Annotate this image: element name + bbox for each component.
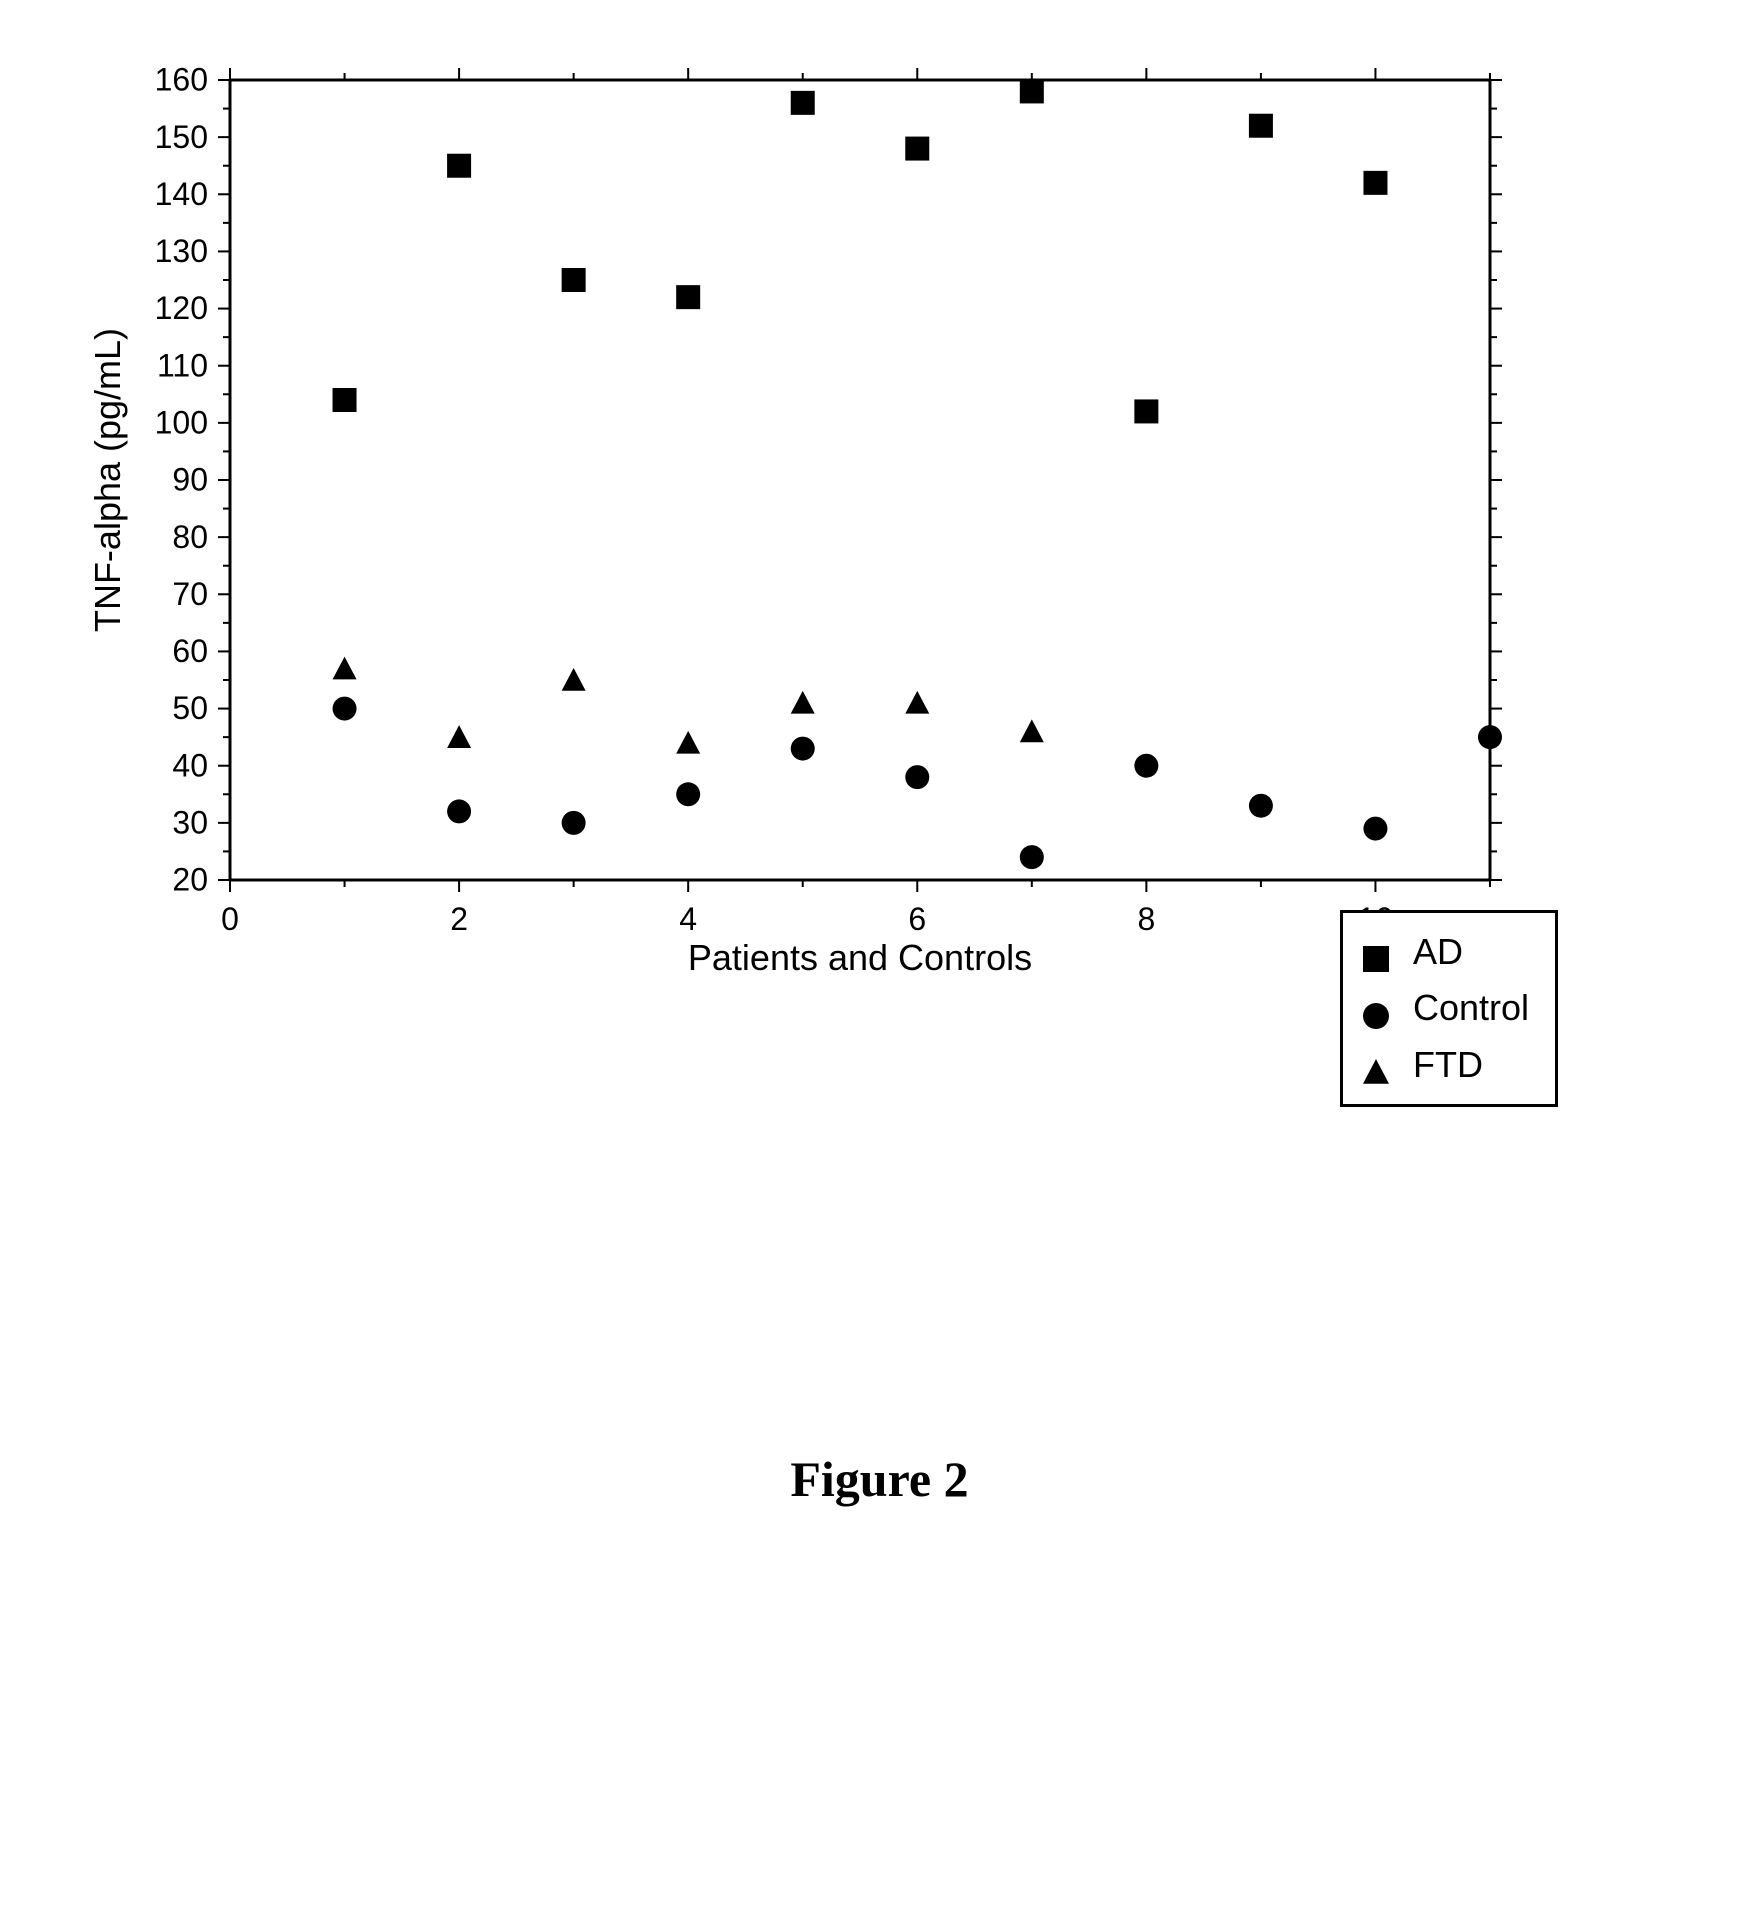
figure-page: 0246810203040506070809010011012013014015… bbox=[0, 0, 1759, 1918]
data-point bbox=[1134, 399, 1158, 423]
y-tick-label: 40 bbox=[172, 747, 208, 783]
data-point bbox=[1020, 79, 1044, 103]
y-tick-label: 120 bbox=[155, 290, 208, 326]
y-tick-label: 100 bbox=[155, 405, 208, 441]
square-icon bbox=[1361, 937, 1391, 967]
data-point bbox=[1134, 754, 1158, 778]
data-point bbox=[791, 691, 815, 714]
y-tick-label: 110 bbox=[157, 347, 208, 383]
y-tick-label: 30 bbox=[172, 805, 208, 841]
y-tick-label: 150 bbox=[155, 119, 208, 155]
y-axis-label: TNF-alpha (pg/mL) bbox=[87, 328, 128, 632]
legend-label: Control bbox=[1413, 983, 1529, 1033]
data-point bbox=[791, 737, 815, 761]
triangle-icon bbox=[1363, 1059, 1389, 1084]
y-tick-label: 80 bbox=[172, 519, 208, 555]
y-tick-label: 50 bbox=[172, 690, 208, 726]
circle-icon bbox=[1363, 1003, 1389, 1029]
legend-label: FTD bbox=[1413, 1040, 1483, 1090]
series-ftd bbox=[333, 657, 1044, 754]
chart-legend: AD Control FTD bbox=[1340, 910, 1558, 1107]
data-point bbox=[676, 285, 700, 309]
triangle-icon bbox=[1361, 1050, 1391, 1080]
x-tick-label: 2 bbox=[450, 901, 468, 937]
data-point bbox=[1363, 817, 1387, 841]
data-point bbox=[562, 268, 586, 292]
data-point bbox=[791, 91, 815, 115]
data-point bbox=[1363, 171, 1387, 195]
data-point bbox=[905, 691, 929, 714]
data-point bbox=[905, 765, 929, 789]
data-point bbox=[562, 668, 586, 691]
chart-svg: 0246810203040506070809010011012013014015… bbox=[80, 50, 1530, 1020]
circle-icon bbox=[1361, 994, 1391, 1024]
square-icon bbox=[1363, 946, 1389, 972]
data-point bbox=[905, 137, 929, 161]
data-point bbox=[1478, 725, 1502, 749]
legend-item-control: Control bbox=[1361, 983, 1529, 1033]
y-tick-label: 20 bbox=[172, 862, 208, 898]
data-point bbox=[1249, 794, 1273, 818]
legend-item-ad: AD bbox=[1361, 927, 1529, 977]
x-tick-label: 8 bbox=[1137, 901, 1155, 937]
x-tick-label: 6 bbox=[908, 901, 926, 937]
data-point bbox=[447, 799, 471, 823]
y-tick-label: 130 bbox=[155, 233, 208, 269]
scatter-chart: 0246810203040506070809010011012013014015… bbox=[80, 50, 1530, 1025]
data-point bbox=[333, 697, 357, 721]
series-ad bbox=[333, 79, 1388, 423]
figure-caption: Figure 2 bbox=[0, 1450, 1759, 1508]
data-point bbox=[447, 725, 471, 748]
data-point bbox=[676, 731, 700, 754]
y-tick-label: 70 bbox=[172, 576, 208, 612]
data-point bbox=[562, 811, 586, 835]
y-tick-label: 60 bbox=[172, 633, 208, 669]
data-point bbox=[676, 782, 700, 806]
data-point bbox=[1020, 845, 1044, 869]
data-point bbox=[333, 657, 357, 680]
y-tick-label: 140 bbox=[155, 176, 208, 212]
y-tick-label: 90 bbox=[172, 462, 208, 498]
data-point bbox=[1020, 719, 1044, 742]
y-tick-label: 160 bbox=[155, 62, 208, 98]
x-tick-label: 4 bbox=[679, 901, 697, 937]
data-point bbox=[447, 154, 471, 178]
x-axis-label: Patients and Controls bbox=[688, 937, 1032, 978]
data-point bbox=[1249, 114, 1273, 138]
x-tick-label: 0 bbox=[221, 901, 239, 937]
legend-label: AD bbox=[1413, 927, 1463, 977]
series-control bbox=[333, 697, 1502, 870]
legend-item-ftd: FTD bbox=[1361, 1040, 1529, 1090]
data-point bbox=[333, 388, 357, 412]
